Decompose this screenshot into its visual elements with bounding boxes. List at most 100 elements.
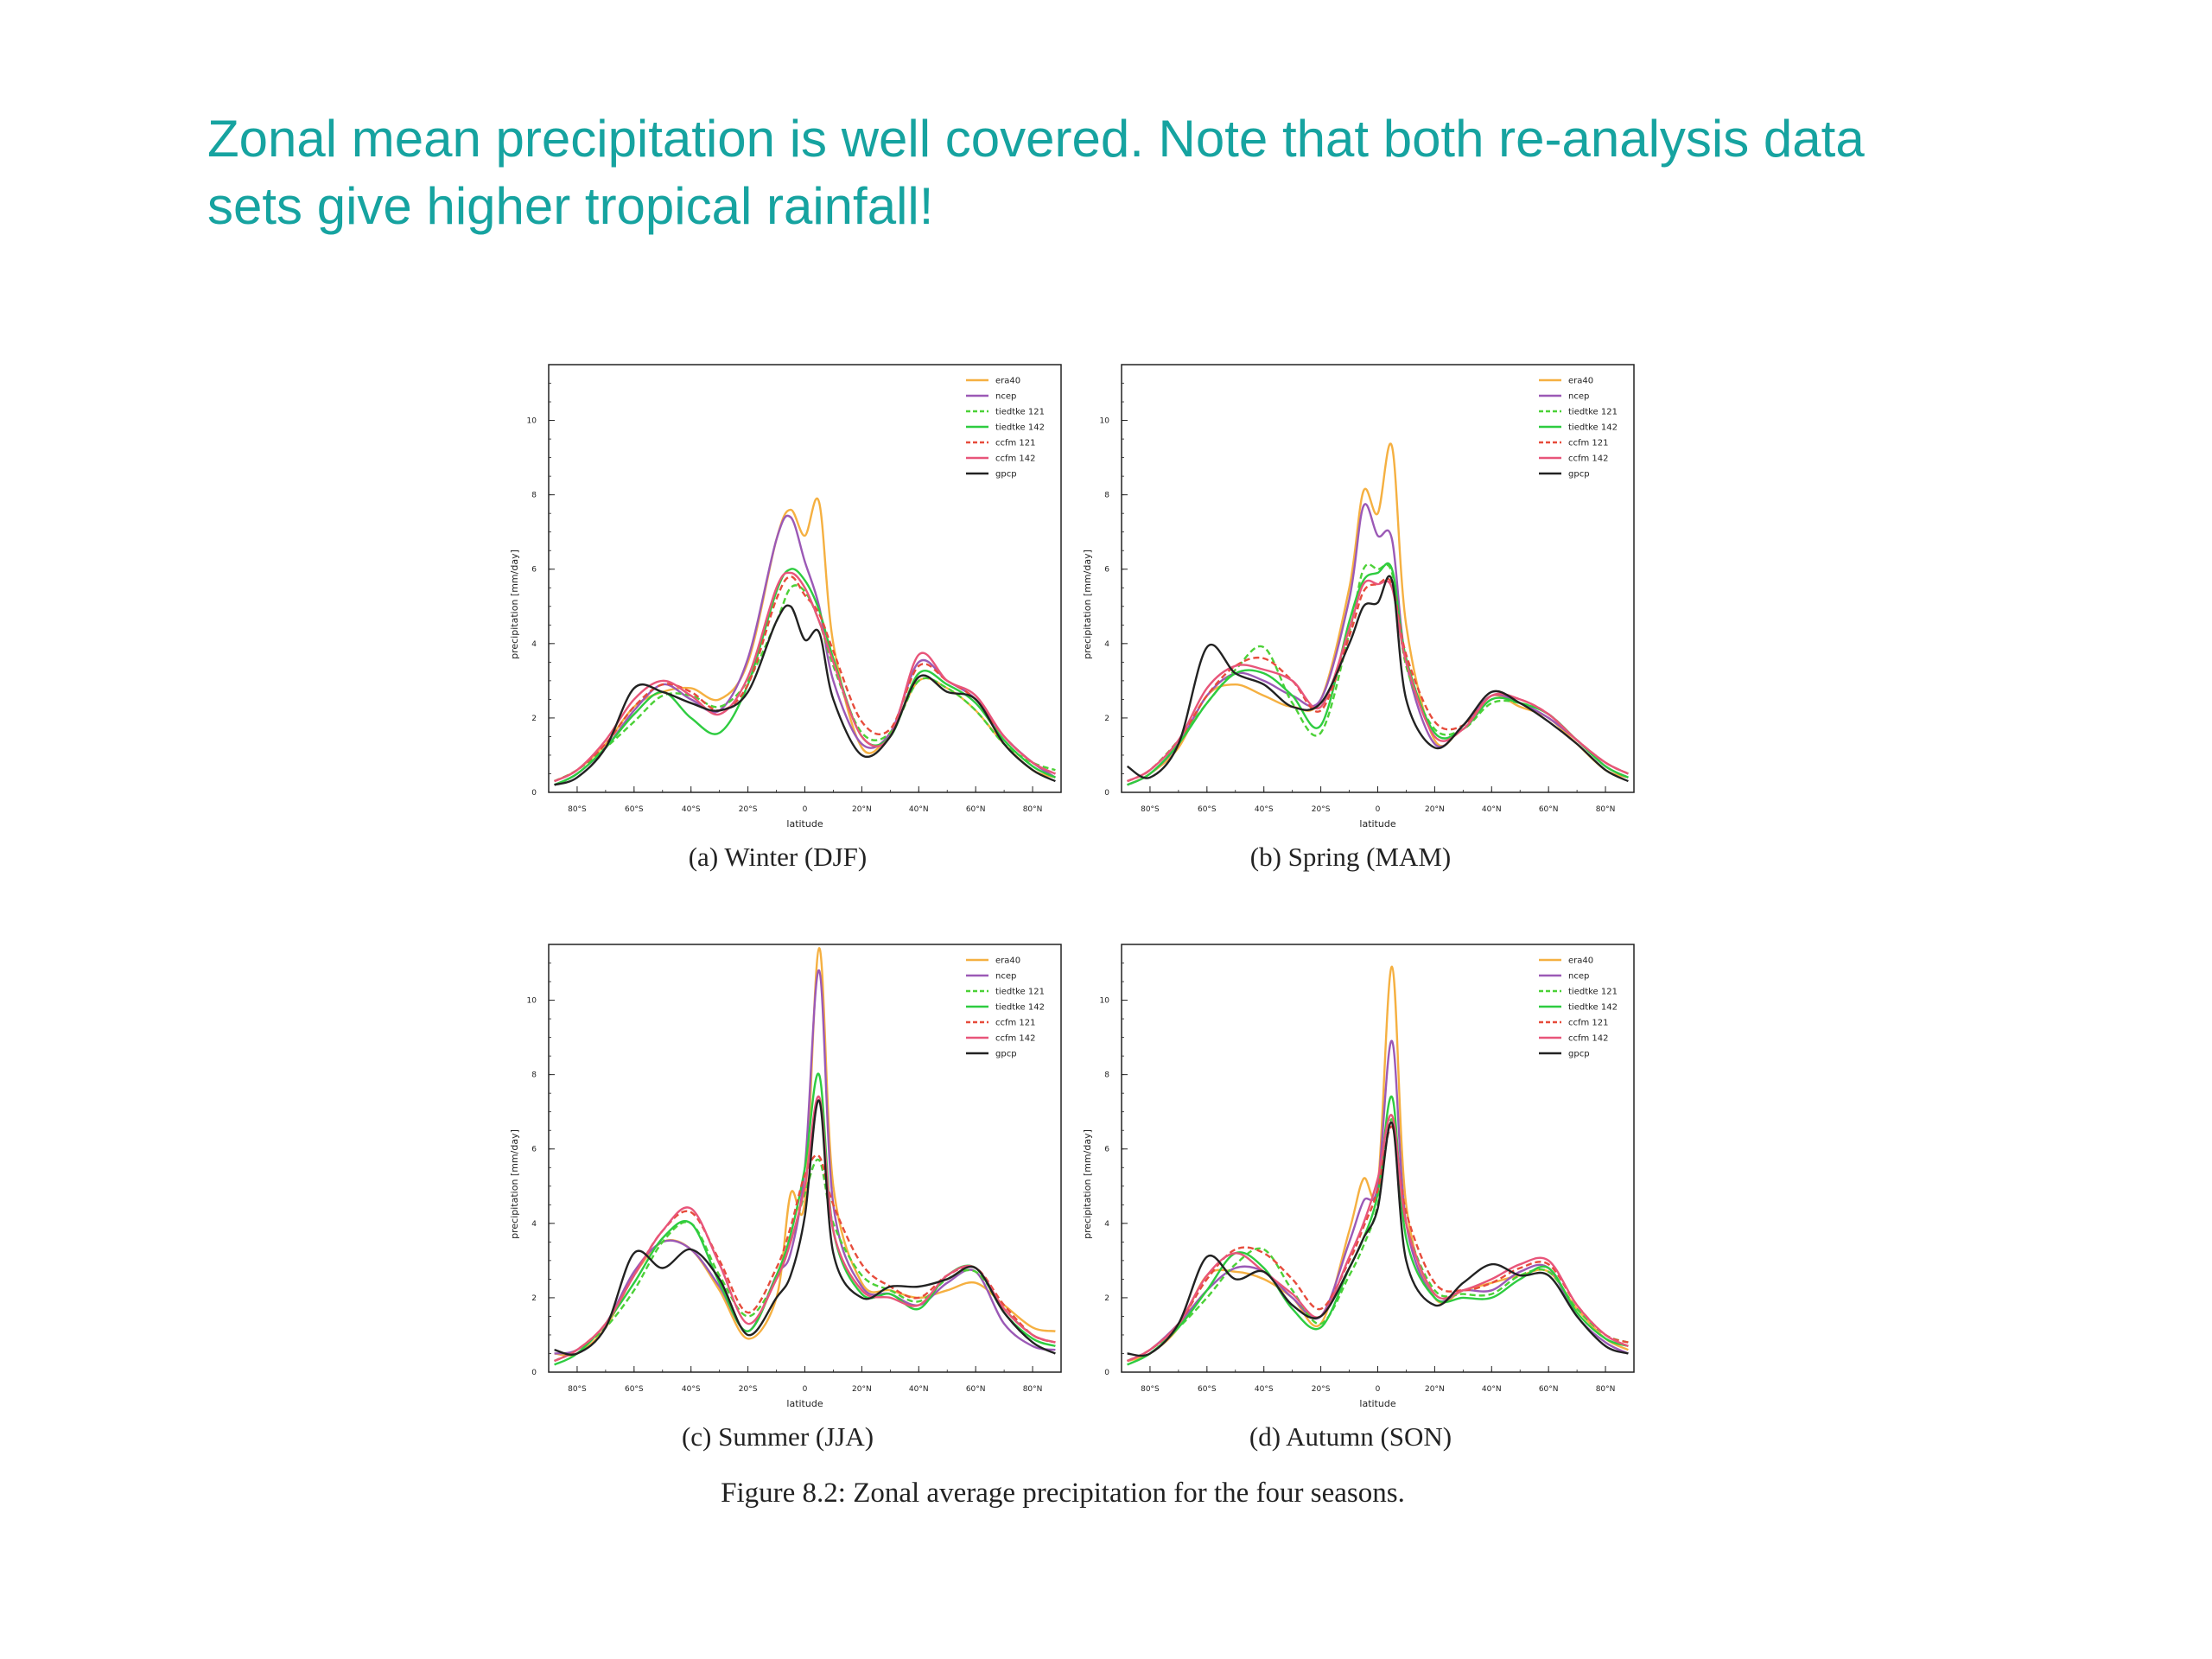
series-line-tiedtke-142 bbox=[1127, 1096, 1629, 1366]
chart-winter: 0 2 4 6 8 10 80°S 60°S 40°S 20°S 0 20°N 40°N 60°N 80°N… bbox=[509, 364, 1062, 830]
y-tick-label: 10 bbox=[527, 997, 537, 1006]
series-line-tiedtke-121 bbox=[554, 584, 1056, 783]
x-tick-label: 80°S bbox=[1141, 805, 1160, 814]
legend-label-tiedtke-121: tiedtke 121 bbox=[1568, 408, 1618, 417]
y-tick-label: 4 bbox=[531, 640, 537, 649]
legend-label-ccfm-142: ccfm 142 bbox=[1568, 1034, 1609, 1044]
x-tick-label: 40°S bbox=[682, 805, 701, 814]
x-tick-label: 40°N bbox=[909, 805, 929, 814]
chart-caption-winter: (a) Winter (DJF) bbox=[688, 842, 868, 872]
legend-label-tiedtke-142: tiedtke 142 bbox=[1568, 423, 1618, 433]
x-tick-label: 20°N bbox=[1425, 805, 1445, 814]
legend-label-tiedtke-142: tiedtke 142 bbox=[995, 1003, 1045, 1013]
x-tick-label: 20°N bbox=[1425, 1385, 1445, 1394]
y-tick-label: 4 bbox=[1104, 640, 1109, 649]
y-tick-label: 0 bbox=[1104, 1369, 1109, 1377]
x-tick-label: 20°S bbox=[739, 805, 758, 814]
series-line-tiedtke-121 bbox=[1127, 563, 1629, 783]
series-line-era40 bbox=[554, 947, 1056, 1357]
x-tick-label: 20°S bbox=[739, 1385, 758, 1394]
x-tick-label: 40°S bbox=[1255, 1385, 1274, 1394]
y-tick-label: 6 bbox=[1104, 1146, 1109, 1154]
legend-label-tiedtke-121: tiedtke 121 bbox=[1568, 988, 1618, 997]
series-line-ccfm-142 bbox=[554, 571, 1056, 783]
y-tick-label: 2 bbox=[531, 1294, 537, 1303]
y-tick-label: 4 bbox=[1104, 1220, 1109, 1229]
series-line-tiedtke-142 bbox=[1127, 562, 1629, 786]
x-tick-label: 0 bbox=[803, 805, 808, 814]
y-tick-label: 8 bbox=[531, 492, 537, 500]
series-line-tiedtke-121 bbox=[554, 1158, 1056, 1363]
y-tick-label: 0 bbox=[1104, 789, 1109, 798]
chart-panel-summer: 0 2 4 6 8 10 80°S 60°S 40°S 20°S 0 20°N 40°N 60°N 80°N… bbox=[493, 934, 1063, 1487]
series-line-ccfm-121 bbox=[554, 575, 1056, 783]
x-tick-label: 60°S bbox=[625, 1385, 644, 1394]
y-tick-label: 6 bbox=[1104, 566, 1109, 575]
series-line-tiedtke-121 bbox=[1127, 1118, 1629, 1363]
legend-label-tiedtke-142: tiedtke 142 bbox=[995, 423, 1045, 433]
x-tick-label: 40°S bbox=[1255, 805, 1274, 814]
x-tick-label: 20°N bbox=[852, 1385, 872, 1394]
y-tick-label: 8 bbox=[1104, 492, 1109, 500]
series-line-ncep bbox=[554, 514, 1057, 786]
legend-label-ccfm-121: ccfm 121 bbox=[1568, 1019, 1609, 1028]
chart-panel-spring: 0 2 4 6 8 10 80°S 60°S 40°S 20°S 0 20°N 40°N 60°N 80°N… bbox=[1065, 354, 1636, 907]
y-tick-label: 0 bbox=[531, 1369, 537, 1377]
series-line-gpcp bbox=[554, 604, 1056, 786]
chart-caption-spring: (b) Spring (MAM) bbox=[1249, 842, 1452, 872]
x-tick-label: 80°N bbox=[1023, 805, 1043, 814]
legend-label-ccfm-142: ccfm 142 bbox=[995, 454, 1036, 464]
y-tick-label: 2 bbox=[1104, 715, 1109, 723]
x-axis-label: latitude bbox=[1359, 818, 1395, 830]
x-tick-label: 0 bbox=[1376, 1385, 1381, 1394]
plot-frame bbox=[548, 364, 1062, 793]
legend-label-gpcp: gpcp bbox=[1568, 1050, 1590, 1059]
x-tick-label: 20°N bbox=[852, 805, 872, 814]
x-tick-label: 80°N bbox=[1596, 805, 1616, 814]
series-line-ccfm-142 bbox=[554, 1095, 1056, 1363]
y-tick-label: 10 bbox=[1100, 417, 1110, 426]
legend-label-gpcp: gpcp bbox=[995, 470, 1017, 480]
legend-label-gpcp: gpcp bbox=[1568, 470, 1590, 480]
series-line-ccfm-142 bbox=[1127, 1114, 1629, 1363]
figure-caption: Figure 8.2: Zonal average precipitation … bbox=[721, 1478, 1405, 1509]
series-line-tiedtke-142 bbox=[554, 568, 1056, 786]
x-tick-label: 0 bbox=[1376, 805, 1381, 814]
series-line-gpcp bbox=[554, 1099, 1056, 1356]
x-tick-label: 20°S bbox=[1312, 1385, 1331, 1394]
x-tick-label: 60°S bbox=[1198, 805, 1217, 814]
series-line-ccfm-121 bbox=[1127, 1125, 1629, 1363]
x-axis-label: latitude bbox=[786, 1398, 823, 1409]
x-axis-label: latitude bbox=[1359, 1398, 1395, 1409]
legend-label-ccfm-121: ccfm 121 bbox=[1568, 439, 1609, 448]
x-tick-label: 60°S bbox=[625, 805, 644, 814]
y-tick-label: 0 bbox=[531, 789, 537, 798]
series-line-ccfm-142 bbox=[1127, 579, 1629, 783]
legend-label-era40: era40 bbox=[1568, 957, 1593, 966]
x-tick-label: 80°S bbox=[568, 805, 587, 814]
x-tick-label: 60°S bbox=[1198, 1385, 1217, 1394]
legend-label-ccfm-121: ccfm 121 bbox=[995, 439, 1036, 448]
legend-label-ncep: ncep bbox=[1568, 972, 1589, 982]
heading-line-2: sets give higher tropical rainfall! bbox=[207, 177, 934, 235]
y-tick-label: 10 bbox=[1100, 997, 1110, 1006]
x-tick-label: 40°S bbox=[682, 1385, 701, 1394]
y-tick-label: 2 bbox=[531, 715, 537, 723]
legend-label-ccfm-142: ccfm 142 bbox=[1568, 454, 1609, 464]
y-tick-label: 6 bbox=[531, 1146, 537, 1154]
legend-label-ncep: ncep bbox=[995, 972, 1016, 982]
y-tick-label: 6 bbox=[531, 566, 537, 575]
series-line-ccfm-121 bbox=[1127, 577, 1629, 783]
x-tick-label: 40°N bbox=[1482, 805, 1502, 814]
slide-heading: Zonal mean precipitation is well covered… bbox=[207, 105, 2108, 240]
legend-label-ncep: ncep bbox=[995, 392, 1016, 402]
y-tick-label: 10 bbox=[527, 417, 537, 426]
series-line-era40 bbox=[1127, 442, 1629, 786]
x-tick-label: 40°N bbox=[1482, 1385, 1502, 1394]
chart-caption-autumn: (d) Autumn (SON) bbox=[1249, 1421, 1452, 1452]
x-tick-label: 60°N bbox=[1539, 805, 1559, 814]
x-axis-label: latitude bbox=[786, 818, 823, 830]
x-tick-label: 40°N bbox=[909, 1385, 929, 1394]
legend-label-tiedtke-121: tiedtke 121 bbox=[995, 408, 1045, 417]
y-tick-label: 4 bbox=[531, 1220, 537, 1229]
